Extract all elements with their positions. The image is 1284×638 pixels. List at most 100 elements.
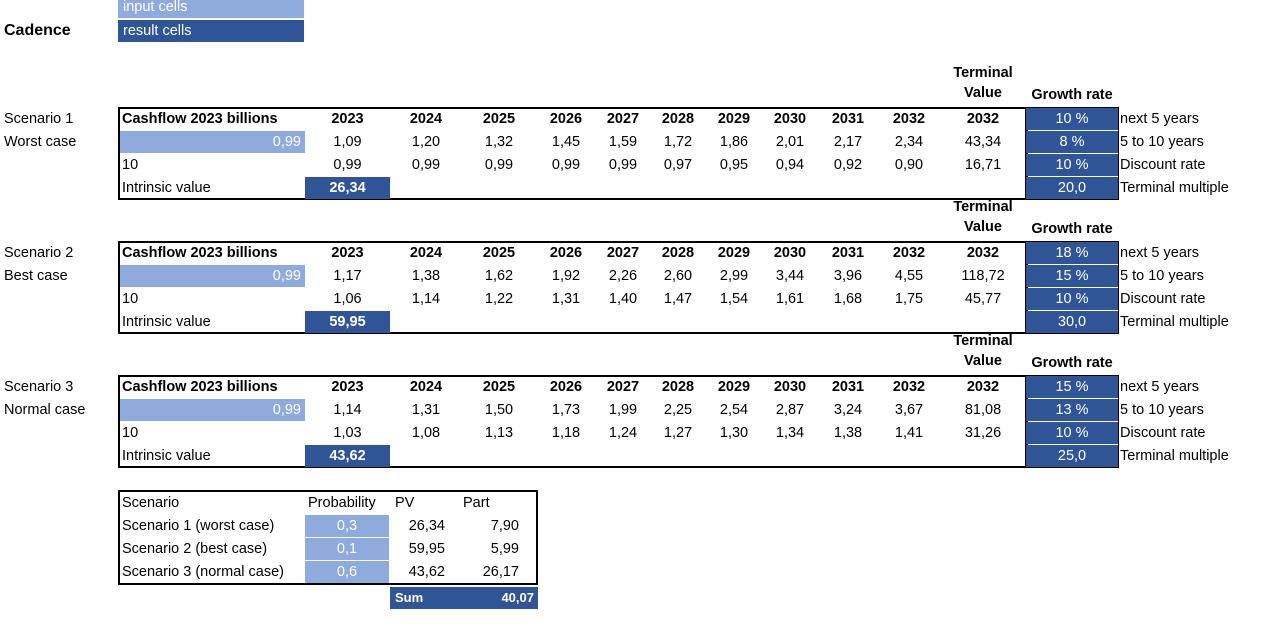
growth-rate-title: Growth rate (1031, 221, 1113, 237)
year-header: 2026 (549, 111, 583, 127)
year-header: 2031 (831, 245, 865, 261)
discounted-value: 1,38 (833, 425, 863, 441)
year-header: 2025 (482, 111, 516, 127)
year-header: 2024 (409, 111, 443, 127)
summary-part: 26,17 (482, 564, 519, 580)
discounted-value: 0,95 (719, 157, 749, 173)
cashflow-value: 1,09 (333, 134, 362, 150)
intrinsic-label: Intrinsic value (122, 180, 211, 196)
summary-probability-input[interactable]: 0,1 (305, 538, 389, 560)
years-count: 10 (122, 425, 139, 441)
param-label: Terminal multiple (1120, 314, 1229, 330)
cashflow-input[interactable]: 0,99 (120, 399, 305, 421)
year-header: 2029 (717, 245, 751, 261)
scenario-table-border (118, 107, 1028, 200)
cashflow-value: 2,99 (719, 268, 749, 284)
growth-param-growth-next5[interactable]: 18 % (1026, 242, 1118, 264)
discounted-value: 1,08 (411, 425, 441, 441)
discounted-value: 1,30 (719, 425, 749, 441)
years-count: 10 (122, 157, 139, 173)
terminal-value: 81,08 (964, 402, 1002, 418)
growth-param-growth-next5[interactable]: 15 % (1026, 376, 1118, 398)
cashflow-value: 2,87 (775, 402, 805, 418)
summary-part: 7,90 (490, 518, 519, 534)
summary-pv: 26,34 (408, 518, 445, 534)
growth-table-border (1025, 375, 1119, 468)
discounted-value: 1,06 (333, 291, 362, 307)
cashflow-value: 1,50 (484, 402, 514, 418)
summary-header-scenario: Scenario (122, 495, 180, 511)
cashflow-value: 2,54 (719, 402, 749, 418)
summary-probability-input[interactable]: 0,3 (305, 515, 389, 537)
summary-header-part: Part (463, 495, 490, 511)
cashflow-value: 1,62 (484, 268, 514, 284)
growth-param-growth-next5[interactable]: 10 % (1026, 108, 1118, 130)
terminal-title: Terminal (953, 65, 1013, 81)
year-header: 2023 (331, 111, 364, 127)
terminal-year-header: 2032 (966, 379, 1000, 395)
summary-pv: 43,62 (408, 564, 445, 580)
discounted-value: 1,61 (775, 291, 805, 307)
growth-param-growth-5to10[interactable]: 15 % (1026, 265, 1118, 287)
param-label: next 5 years (1120, 379, 1199, 395)
discounted-terminal-value: 16,71 (964, 157, 1002, 173)
growth-param-discount-rate[interactable]: 10 % (1026, 422, 1118, 444)
year-header: 2023 (331, 379, 364, 395)
cashflow-header: Cashflow 2023 billions (122, 245, 278, 261)
year-header: 2025 (482, 379, 516, 395)
growth-param-terminal-multiple[interactable]: 25,0 (1026, 445, 1118, 467)
discounted-value: 0,92 (833, 157, 863, 173)
growth-param-terminal-multiple[interactable]: 30,0 (1026, 311, 1118, 333)
summary-sum-value: 40,07 (501, 590, 534, 605)
year-header: 2029 (717, 379, 751, 395)
year-header: 2026 (549, 379, 583, 395)
intrinsic-value: 43,62 (305, 445, 390, 467)
param-label: 5 to 10 years (1120, 134, 1204, 150)
legend-input-cells: input cells (118, 0, 304, 18)
year-header: 2026 (549, 245, 583, 261)
cashflow-input[interactable]: 0,99 (120, 131, 305, 153)
cashflow-value: 2,25 (663, 402, 693, 418)
year-header: 2030 (773, 111, 807, 127)
discounted-value: 1,31 (551, 291, 581, 307)
cashflow-value: 1,92 (551, 268, 581, 284)
scenario-table-border (118, 375, 1028, 468)
scenario-case: Normal case (4, 402, 86, 418)
legend-result-cells: result cells (118, 20, 304, 42)
cashflow-value: 1,32 (484, 134, 514, 150)
discounted-value: 1,41 (894, 425, 924, 441)
growth-param-discount-rate[interactable]: 10 % (1026, 154, 1118, 176)
year-header: 2028 (661, 111, 695, 127)
growth-table-border (1025, 107, 1119, 200)
discounted-value: 0,90 (894, 157, 924, 173)
param-label: 5 to 10 years (1120, 402, 1204, 418)
cashflow-value: 1,99 (608, 402, 638, 418)
cashflow-value: 2,34 (894, 134, 924, 150)
cashflow-value: 4,55 (894, 268, 924, 284)
year-header: 2024 (409, 379, 443, 395)
growth-param-growth-5to10[interactable]: 8 % (1026, 131, 1118, 153)
summary-probability-input[interactable]: 0,6 (305, 561, 389, 583)
cashflow-value: 3,67 (894, 402, 924, 418)
discounted-value: 0,99 (411, 157, 441, 173)
cashflow-value: 2,26 (608, 268, 638, 284)
discounted-terminal-value: 31,26 (964, 425, 1002, 441)
growth-param-discount-rate[interactable]: 10 % (1026, 288, 1118, 310)
summary-scenario-name: Scenario 2 (best case) (122, 541, 268, 557)
growth-param-terminal-multiple[interactable]: 20,0 (1026, 177, 1118, 199)
cashflow-value: 1,31 (411, 402, 441, 418)
discounted-value: 0,99 (484, 157, 514, 173)
scenario-label: Scenario 1 (4, 111, 74, 127)
terminal-year-header: 2032 (966, 245, 1000, 261)
param-label: next 5 years (1120, 245, 1199, 261)
year-header: 2031 (831, 379, 865, 395)
cashflow-header: Cashflow 2023 billions (122, 111, 278, 127)
cashflow-input[interactable]: 0,99 (120, 265, 305, 287)
discounted-value: 1,24 (608, 425, 638, 441)
discounted-value: 1,68 (833, 291, 863, 307)
summary-sum-label: Sum (395, 590, 424, 605)
cashflow-value: 1,73 (551, 402, 581, 418)
cashflow-value: 2,01 (775, 134, 805, 150)
growth-param-growth-5to10[interactable]: 13 % (1026, 399, 1118, 421)
cashflow-value: 1,38 (411, 268, 441, 284)
